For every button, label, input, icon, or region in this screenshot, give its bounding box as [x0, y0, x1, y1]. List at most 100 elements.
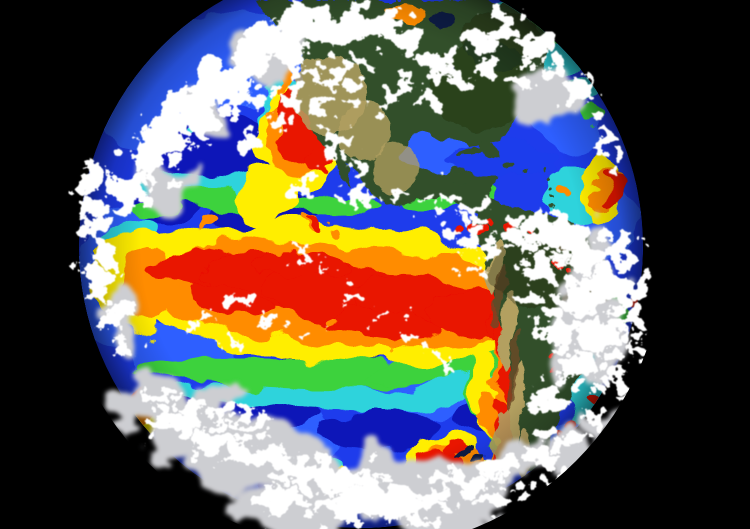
cloud-puff [83, 164, 107, 196]
cloud-puff [485, 459, 525, 481]
cloud-puff [292, 327, 308, 337]
cloud-puff [374, 307, 390, 317]
cloud-puff [224, 339, 240, 349]
cloud-puff [284, 50, 316, 74]
cloud-puff [390, 502, 450, 522]
cloud-puff [344, 158, 360, 178]
cloud-puff [342, 91, 358, 105]
cloud-puff [352, 8, 392, 36]
cloud-puff [536, 314, 576, 346]
cloud-puff [230, 295, 246, 305]
cloud-puff [522, 442, 558, 462]
cloud-puff [452, 222, 480, 242]
cloud-puff [248, 90, 272, 110]
cloud-puff [384, 79, 406, 97]
cloud-puff [189, 427, 241, 457]
cloud-puff [598, 358, 630, 386]
cloud-puff [585, 410, 611, 426]
cloud-puff [436, 66, 468, 90]
cloud-puff [329, 192, 347, 204]
cloud-puff [242, 125, 262, 145]
cloud-puff [318, 66, 346, 86]
cloud-puff [462, 28, 494, 52]
cloud-puff [293, 252, 307, 260]
cloud-puff [200, 314, 216, 326]
cloud-puff [416, 199, 434, 211]
cloud-puff [489, 16, 521, 40]
cloud-puff [207, 406, 237, 422]
cloud-puff [350, 58, 374, 78]
cloud-puff [467, 206, 489, 222]
cloud-puff [314, 496, 386, 520]
cloud-puff [279, 83, 301, 101]
cloud-puff [554, 429, 586, 447]
cloud-puff [318, 20, 362, 52]
cloud-puff [476, 490, 524, 510]
cloud-puff [528, 210, 576, 246]
cloud-puff [390, 187, 406, 197]
cloud-puff [83, 232, 109, 268]
cloud-puff [442, 187, 468, 205]
cloud-puff [347, 288, 365, 300]
cloud-puff [91, 269, 115, 301]
cloud-puff [399, 324, 417, 336]
cloud-layer [79, 8, 650, 529]
cloud-puff [450, 469, 490, 491]
cloud-puff [552, 352, 592, 384]
cloud-puff [516, 32, 548, 56]
white-clouds [79, 8, 650, 522]
cloud-puff [250, 488, 310, 512]
cloud-puff [408, 480, 456, 504]
cloud-puff [574, 320, 622, 356]
cloud-puff [322, 265, 338, 275]
cloud-puff [506, 232, 534, 256]
cloud-puff [608, 234, 640, 262]
cloud-puff [370, 105, 386, 119]
cloud-puff [116, 330, 136, 354]
cloud-puff [542, 52, 570, 76]
cloud-puff [565, 77, 591, 99]
cloud-puff [503, 213, 527, 231]
cloud-puff [530, 380, 566, 408]
cloud-puff [112, 172, 144, 212]
cloud-puff [614, 306, 646, 338]
cloud-puff [610, 157, 626, 173]
cloud-puff [386, 20, 422, 48]
cloud-puff [309, 96, 327, 112]
cloud-puff [237, 412, 267, 428]
cloud-puff [230, 439, 286, 471]
cloud-puff [79, 197, 105, 233]
cloud-puff [558, 230, 610, 270]
cloud-puff [460, 261, 480, 275]
cloud-puff [607, 388, 629, 402]
cloud-puff [624, 278, 648, 302]
cloud-puff [358, 194, 378, 206]
cloud-puff [261, 311, 275, 321]
cloud-puff [146, 388, 174, 404]
cloud-puff [168, 153, 192, 177]
cloud-puff [505, 72, 525, 88]
cloud-puff [478, 57, 502, 75]
cloud-puff [474, 243, 498, 261]
cloud-puff [128, 138, 164, 182]
cloud-puff [526, 250, 562, 278]
cloud-puff [101, 301, 123, 329]
cloud-puff [410, 49, 446, 75]
cloud-puff [425, 348, 443, 360]
cloud-puff [516, 286, 544, 310]
cloud-puff [270, 454, 330, 486]
cloud-puff [599, 129, 617, 147]
cloud-puff [415, 90, 435, 106]
cloud-puff [329, 126, 351, 154]
cloud-puff [224, 88, 252, 116]
cloud-mass [517, 70, 573, 120]
cloud-puff [558, 282, 602, 318]
cloud-puff [295, 179, 315, 193]
cloud-puff [585, 102, 607, 122]
cloud-puff [273, 114, 291, 130]
cloud-puff [315, 466, 375, 498]
cloud-puff [151, 408, 199, 436]
cloud-puff [191, 111, 219, 139]
